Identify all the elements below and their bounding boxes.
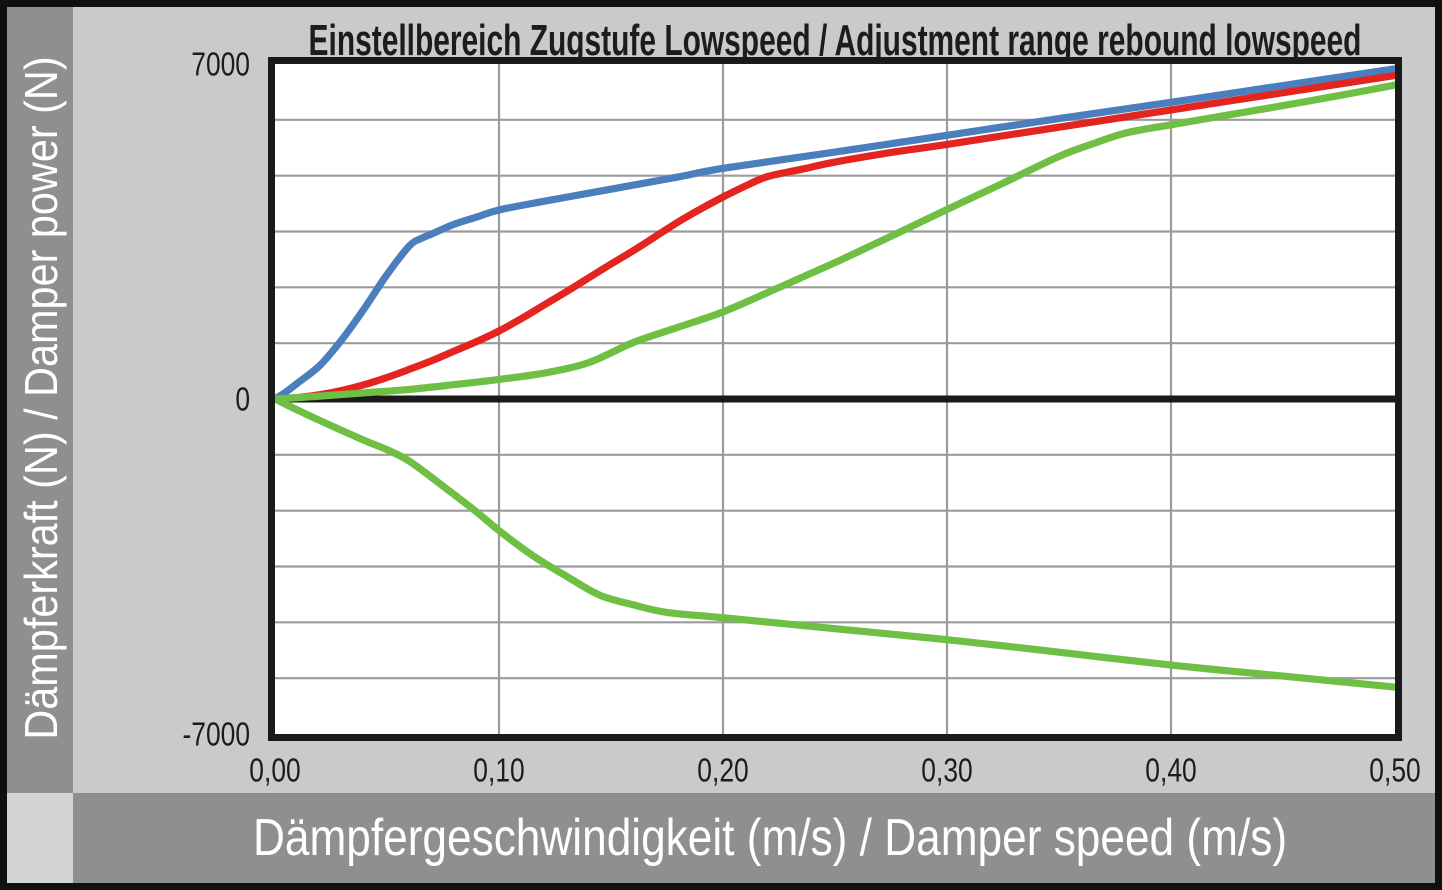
corner-spacer: [7, 793, 73, 883]
chart-title: Einstellbereich Zugstufe Lowspeed / Adju…: [308, 16, 1362, 65]
x-tick-label: 0,00: [249, 751, 301, 789]
series-green-curve-compression-negative: [275, 395, 1395, 691]
x-tick-label: 0,50: [1369, 751, 1421, 789]
y-tick-label: 7000: [191, 45, 250, 83]
x-tick-label: 0,20: [697, 751, 749, 789]
series-red-curve-rebound-mid: [275, 71, 1395, 403]
y-axis-title-bar: [7, 7, 73, 793]
y-tick-label: -7000: [182, 715, 250, 753]
x-axis-title: Dämpfergeschwindigkeit (m/s) / Damper sp…: [252, 809, 1288, 867]
x-tick-label: 0,10: [473, 751, 525, 789]
y-tick-label: 0: [235, 380, 250, 418]
series-green-curve-rebound-min: [275, 81, 1395, 403]
x-tick-label: 0,30: [921, 751, 973, 789]
series-blue-curve-rebound-max: [275, 65, 1395, 403]
x-axis-title-bar: [73, 793, 1435, 883]
plot-frame: [268, 57, 1402, 741]
x-tick-label: 0,40: [1145, 751, 1197, 789]
